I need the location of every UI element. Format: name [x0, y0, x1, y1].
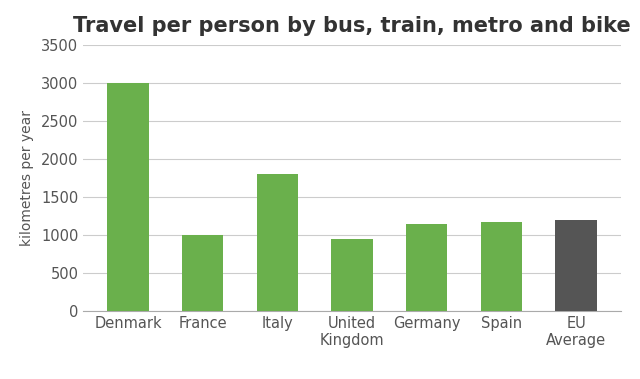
- Bar: [108, 83, 148, 311]
- Bar: [257, 174, 298, 311]
- Bar: [481, 222, 522, 311]
- Title: Travel per person by bus, train, metro and bike: Travel per person by bus, train, metro a…: [73, 16, 631, 36]
- Bar: [182, 235, 223, 311]
- Bar: [406, 224, 447, 311]
- Y-axis label: kilometres per year: kilometres per year: [20, 110, 34, 246]
- Bar: [332, 239, 372, 311]
- Bar: [556, 220, 596, 311]
